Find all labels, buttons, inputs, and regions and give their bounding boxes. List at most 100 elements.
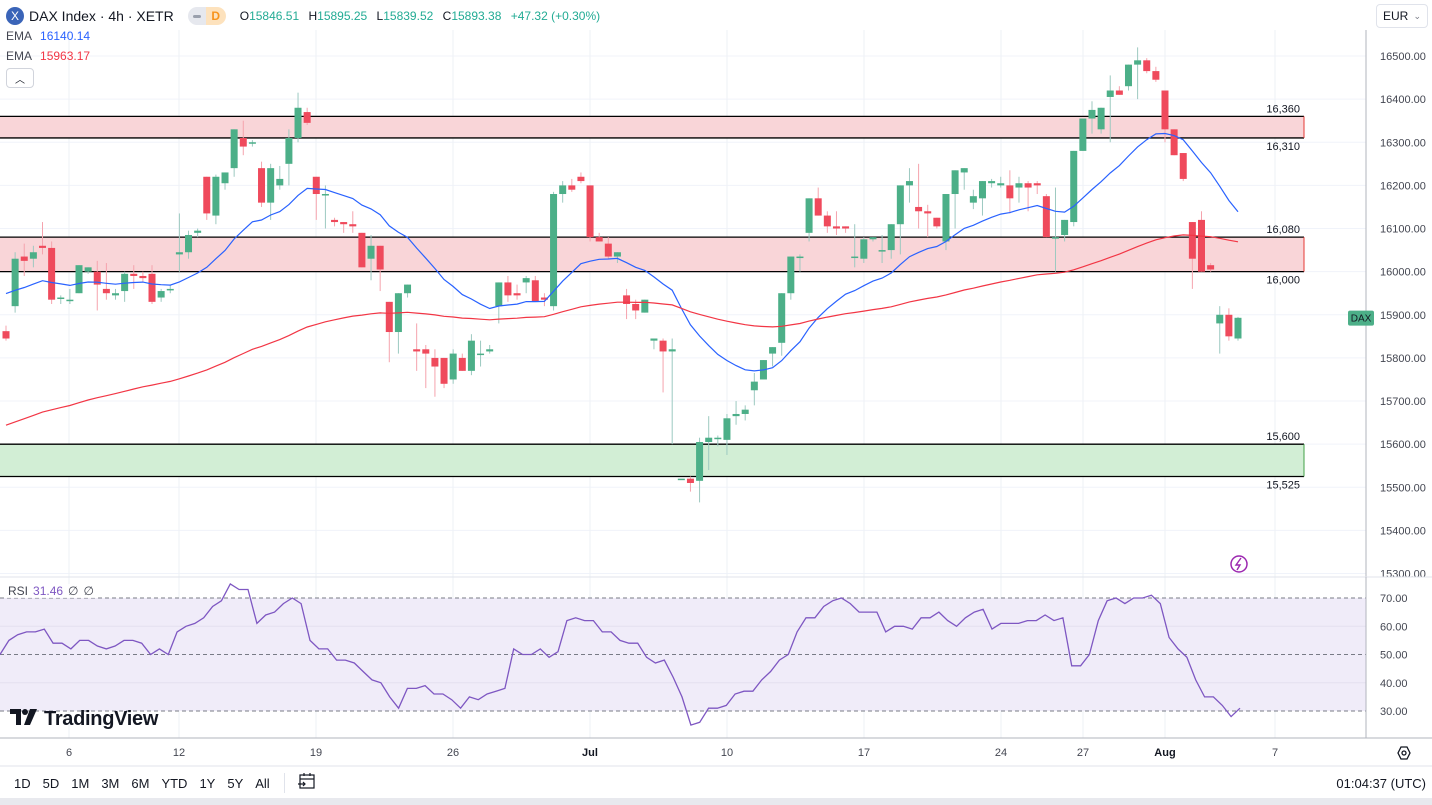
candle-bullish[interactable] — [723, 418, 731, 440]
candle-bullish[interactable] — [1234, 317, 1242, 339]
candle-bullish[interactable] — [194, 230, 202, 233]
candle-bullish[interactable] — [75, 265, 83, 294]
candle-bearish[interactable] — [331, 219, 339, 223]
candle-bullish[interactable] — [969, 196, 977, 203]
candle-bearish[interactable] — [376, 245, 384, 270]
range-1d-button[interactable]: 1D — [14, 775, 31, 791]
candle-bullish[interactable] — [696, 442, 704, 481]
ema-fast-legend[interactable]: EMA 16140.14 — [6, 26, 606, 46]
candle-bearish[interactable] — [686, 478, 694, 483]
candle-bearish[interactable] — [832, 226, 840, 229]
candle-bullish[interactable] — [276, 178, 284, 186]
candle-bearish[interactable] — [1143, 60, 1151, 72]
candle-bearish[interactable] — [385, 301, 393, 333]
candle-bearish[interactable] — [1188, 222, 1196, 259]
candle-bearish[interactable] — [312, 176, 320, 195]
candle-bearish[interactable] — [20, 256, 28, 261]
collapse-legend-button[interactable]: ︿ — [6, 68, 34, 88]
candle-bearish[interactable] — [632, 303, 640, 311]
candle-bullish[interactable] — [1070, 150, 1078, 223]
candle-bearish[interactable] — [1207, 265, 1215, 270]
candle-bullish[interactable] — [705, 437, 713, 443]
candle-bearish[interactable] — [93, 271, 101, 285]
candle-bearish[interactable] — [915, 206, 923, 212]
candle-bearish[interactable] — [933, 217, 941, 227]
range-ytd-button[interactable]: YTD — [161, 775, 188, 791]
candle-bearish[interactable] — [1161, 90, 1169, 130]
candle-bullish[interactable] — [57, 297, 65, 300]
rsi-legend[interactable]: RSI 31.46 ∅ ∅ — [6, 584, 96, 598]
candle-bearish[interactable] — [458, 357, 466, 371]
candle-bullish[interactable] — [1015, 183, 1023, 188]
range-1m-button[interactable]: 1M — [71, 775, 90, 791]
candle-bullish[interactable] — [787, 256, 795, 294]
candle-bullish[interactable] — [477, 353, 485, 356]
candle-bullish[interactable] — [887, 224, 895, 251]
candle-bearish[interactable] — [440, 357, 448, 384]
candle-bullish[interactable] — [668, 349, 676, 352]
candle-bullish[interactable] — [495, 282, 503, 307]
candle-bearish[interactable] — [340, 222, 348, 225]
candle-bearish[interactable] — [413, 349, 421, 352]
candle-bullish[interactable] — [714, 437, 722, 440]
candle-bullish[interactable] — [641, 299, 649, 313]
candle-bullish[interactable] — [997, 183, 1005, 186]
candle-bullish[interactable] — [805, 198, 813, 233]
candle-bullish[interactable] — [1088, 109, 1096, 119]
candle-bearish[interactable] — [130, 273, 138, 276]
candle-bearish[interactable] — [623, 295, 631, 304]
candle-bullish[interactable] — [1216, 314, 1224, 324]
candle-bullish[interactable] — [267, 168, 275, 203]
candle-bullish[interactable] — [869, 237, 877, 240]
candle-bearish[interactable] — [595, 237, 603, 242]
candle-bullish[interactable] — [212, 176, 220, 216]
candle-bullish[interactable] — [851, 256, 859, 259]
candle-bullish[interactable] — [1061, 219, 1069, 235]
candle-bullish[interactable] — [486, 349, 494, 352]
candle-bullish[interactable] — [750, 381, 758, 391]
candle-bullish[interactable] — [1134, 60, 1142, 65]
candle-bullish[interactable] — [741, 409, 749, 414]
candle-bearish[interactable] — [349, 224, 357, 227]
candle-bearish[interactable] — [568, 185, 576, 190]
candle-bullish[interactable] — [522, 278, 530, 283]
candle-bearish[interactable] — [422, 349, 430, 354]
candle-bullish[interactable] — [285, 137, 293, 164]
candle-bearish[interactable] — [1197, 219, 1205, 272]
candle-bullish[interactable] — [613, 252, 621, 257]
candle-bullish[interactable] — [166, 288, 174, 291]
candle-bullish[interactable] — [905, 181, 913, 186]
candle-bullish[interactable] — [367, 245, 375, 259]
range-all-button[interactable]: All — [255, 775, 270, 791]
candle-bullish[interactable] — [29, 252, 37, 259]
candle-bearish[interactable] — [1225, 314, 1233, 337]
symbol-title[interactable]: DAX Index · 4h · XETR — [29, 8, 174, 24]
candle-bearish[interactable] — [48, 247, 56, 300]
candle-bearish[interactable] — [258, 168, 266, 203]
lightning-icon[interactable] — [1230, 555, 1248, 573]
candle-bearish[interactable] — [2, 331, 10, 339]
candle-bullish[interactable] — [769, 347, 777, 354]
candle-bullish[interactable] — [175, 252, 183, 255]
candle-bullish[interactable] — [157, 291, 165, 298]
candle-bullish[interactable] — [978, 181, 986, 199]
candle-bullish[interactable] — [988, 181, 996, 184]
candle-bullish[interactable] — [650, 338, 658, 341]
tradingview-watermark[interactable]: TradingView — [10, 708, 158, 731]
candle-bullish[interactable] — [1097, 107, 1105, 130]
candle-bullish[interactable] — [449, 353, 457, 380]
candle-bullish[interactable] — [185, 234, 193, 253]
candle-bullish[interactable] — [1124, 64, 1132, 87]
market-status-pill[interactable]: D — [187, 7, 226, 25]
candle-bullish[interactable] — [467, 340, 475, 371]
candle-bearish[interactable] — [39, 245, 47, 248]
candle-bearish[interactable] — [303, 112, 311, 123]
candle-bearish[interactable] — [814, 198, 822, 216]
candle-bearish[interactable] — [1042, 196, 1050, 238]
candle-bearish[interactable] — [1179, 153, 1187, 179]
calendar-goto-icon[interactable] — [293, 771, 321, 796]
candle-bullish[interactable] — [960, 168, 968, 173]
candle-bearish[interactable] — [513, 293, 521, 296]
currency-select[interactable]: EUR ⌄ — [1376, 4, 1428, 28]
range-5d-button[interactable]: 5D — [42, 775, 60, 791]
